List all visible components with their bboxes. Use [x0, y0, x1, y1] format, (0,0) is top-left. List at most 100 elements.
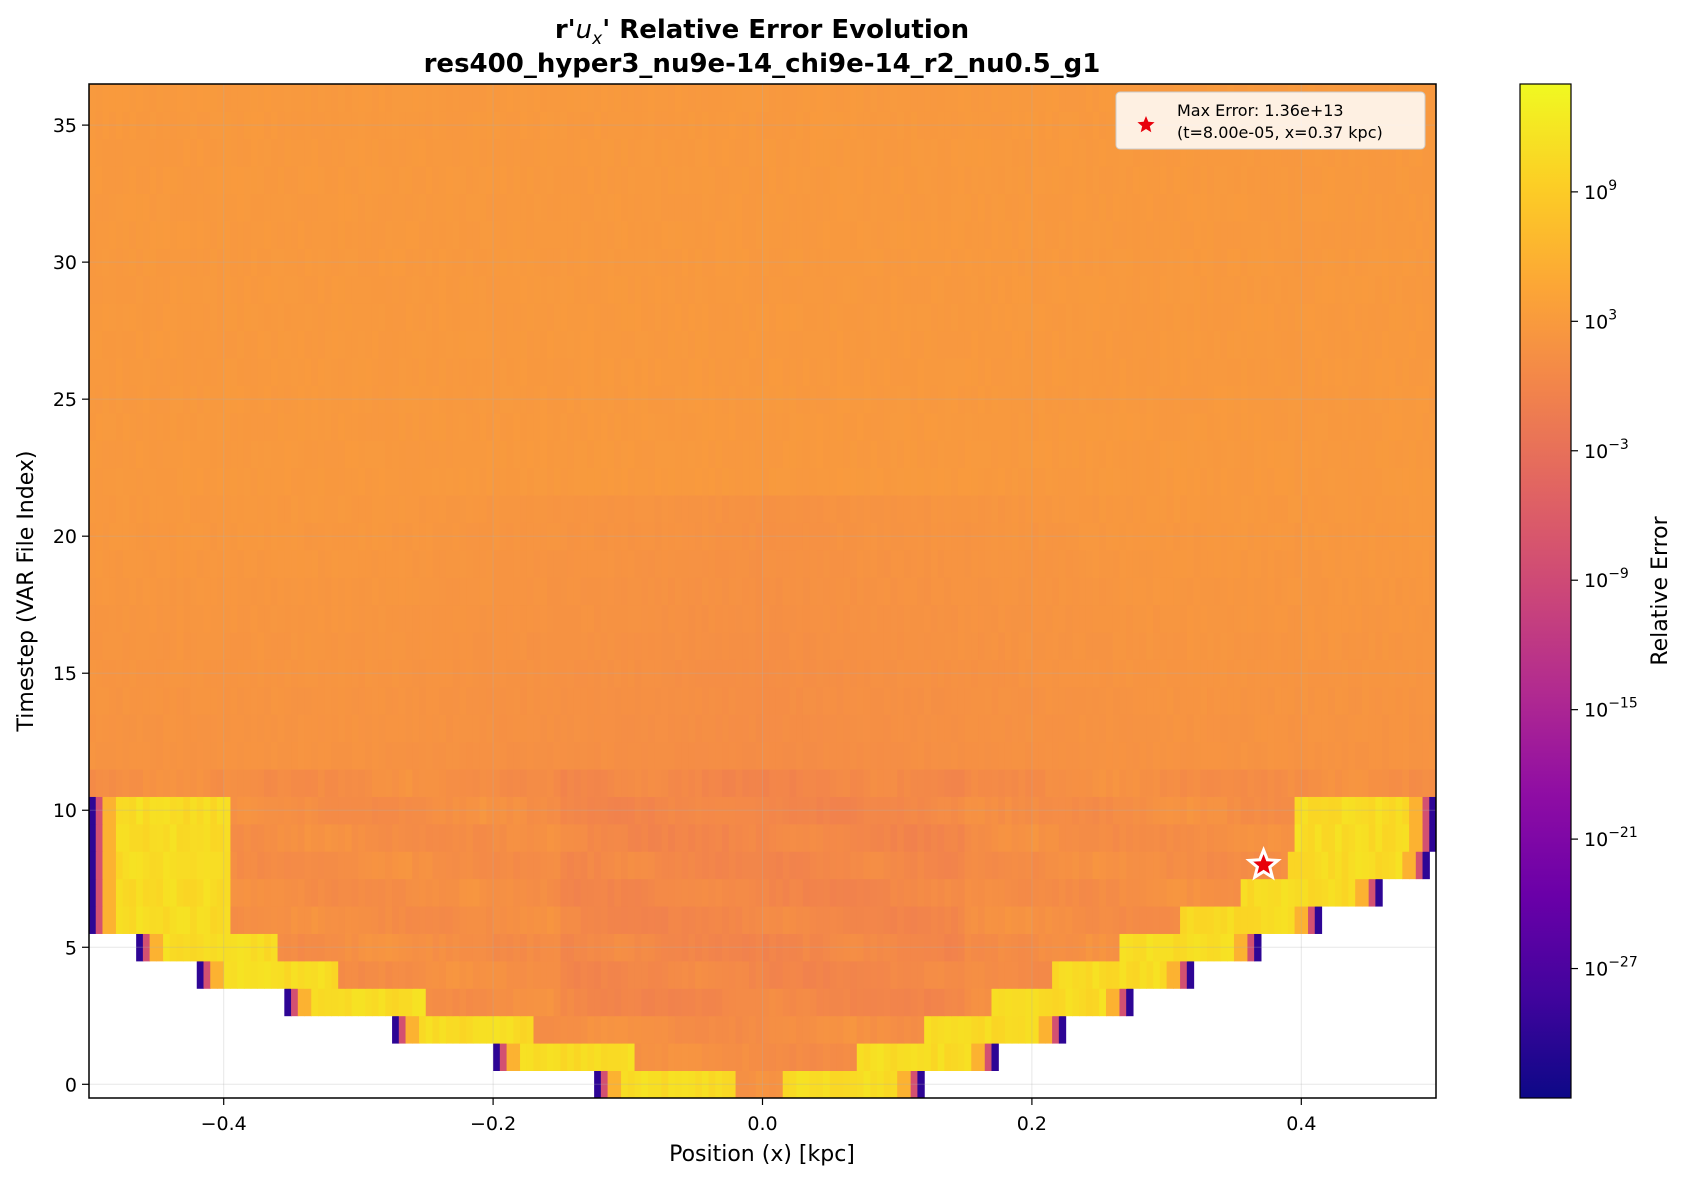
heatmap-cell [1409, 440, 1417, 469]
heatmap-cell [1375, 495, 1383, 523]
heatmap-cell [1301, 906, 1309, 934]
heatmap-cell [1180, 467, 1188, 496]
heatmap-cell [823, 823, 831, 852]
heatmap-cell [1038, 851, 1046, 880]
heatmap-cell [169, 659, 178, 688]
heatmap-cell [897, 741, 905, 770]
heatmap-cell [971, 330, 979, 359]
heatmap-cell [412, 577, 420, 606]
heatmap-cell [156, 385, 164, 414]
heatmap-cell [142, 358, 151, 386]
heatmap-cell [627, 851, 636, 880]
heatmap-cell [270, 659, 279, 688]
heatmap-cell [156, 933, 164, 962]
heatmap-cell [169, 440, 178, 469]
heatmap-cell [654, 933, 663, 962]
heatmap-cell [600, 1015, 609, 1044]
heatmap-cell [270, 412, 279, 441]
heatmap-cell [641, 632, 649, 660]
heatmap-cell [1213, 906, 1222, 934]
heatmap-cell [452, 522, 461, 551]
heatmap-cell [264, 549, 272, 578]
heatmap-cell [850, 412, 858, 441]
heatmap-cell [371, 933, 380, 962]
heatmap-cell [520, 851, 528, 880]
heatmap-cell [1146, 412, 1154, 441]
heatmap-cell [371, 960, 380, 989]
heatmap-cell [802, 330, 811, 359]
heatmap-cell [1018, 988, 1026, 1017]
heatmap-cell [1085, 330, 1094, 359]
heatmap-cell [701, 330, 710, 359]
heatmap-cell [1240, 933, 1249, 962]
heatmap-cell [1065, 440, 1073, 469]
heatmap-cell [277, 385, 285, 414]
heatmap-cell [796, 988, 804, 1017]
heatmap-cell [526, 358, 535, 386]
heatmap-cell [924, 577, 932, 606]
heatmap-cell [1348, 440, 1356, 469]
heatmap-cell [984, 823, 993, 852]
heatmap-cell [452, 878, 461, 907]
heatmap-cell [1065, 714, 1073, 743]
heatmap-cell [843, 933, 851, 962]
heatmap-cell [951, 933, 959, 962]
heatmap-cell [1321, 577, 1329, 606]
heatmap-cell [1180, 577, 1188, 606]
heatmap-cell [156, 604, 164, 633]
heatmap-cell [149, 796, 157, 825]
heatmap-cell [277, 358, 285, 386]
heatmap-cell [1355, 796, 1363, 825]
heatmap-cell [580, 659, 588, 688]
heatmap-cell [540, 714, 548, 743]
heatmap-cell [109, 522, 117, 551]
heatmap-cell [183, 632, 191, 660]
heatmap-cell [775, 906, 784, 934]
heatmap-cell [432, 385, 440, 414]
heatmap-cell [1193, 933, 1201, 962]
heatmap-cell [836, 330, 844, 359]
heatmap-cell [1341, 495, 1350, 523]
heatmap-cell [1281, 823, 1289, 852]
heatmap-cell [1274, 412, 1282, 441]
heatmap-cell [1045, 659, 1053, 688]
heatmap-cell [1395, 385, 1403, 414]
heatmap-cell [769, 988, 777, 1017]
heatmap-cell [156, 412, 164, 441]
heatmap-cell [1429, 358, 1436, 386]
heatmap-cell [142, 823, 151, 852]
heatmap-cell [1011, 659, 1020, 688]
heatmap-cell [1267, 604, 1275, 633]
heatmap-cell [937, 659, 945, 688]
heatmap-cell [877, 686, 885, 715]
heatmap-cell [1139, 851, 1147, 880]
heatmap-cell [304, 933, 312, 962]
heatmap-cell [1105, 851, 1114, 880]
heatmap-cell [883, 741, 892, 770]
heatmap-cell [1314, 769, 1323, 797]
heatmap-cell [944, 659, 952, 688]
heatmap-cell [1038, 659, 1046, 688]
heatmap-cell [782, 933, 791, 962]
heatmap-cell [257, 659, 265, 688]
heatmap-cell [365, 330, 373, 359]
heatmap-cell [136, 549, 144, 578]
heatmap-cell [311, 988, 319, 1017]
heatmap-cell [1058, 522, 1067, 551]
heatmap-cell [95, 604, 104, 633]
heatmap-cell [1402, 851, 1410, 880]
heatmap-cell [196, 769, 205, 797]
heatmap-cell [870, 467, 878, 496]
heatmap-cell [937, 330, 945, 359]
heatmap-cell [493, 796, 501, 825]
heatmap-cell [102, 330, 110, 359]
heatmap-cell [634, 796, 642, 825]
heatmap-cell [398, 577, 407, 606]
heatmap-cell [1294, 823, 1302, 852]
heatmap-cell [1301, 549, 1309, 578]
heatmap-cell [1207, 495, 1215, 523]
heatmap-cell [1388, 632, 1397, 660]
heatmap-cell [1065, 412, 1073, 441]
heatmap-cell [129, 851, 137, 880]
heatmap-cell [957, 467, 966, 496]
